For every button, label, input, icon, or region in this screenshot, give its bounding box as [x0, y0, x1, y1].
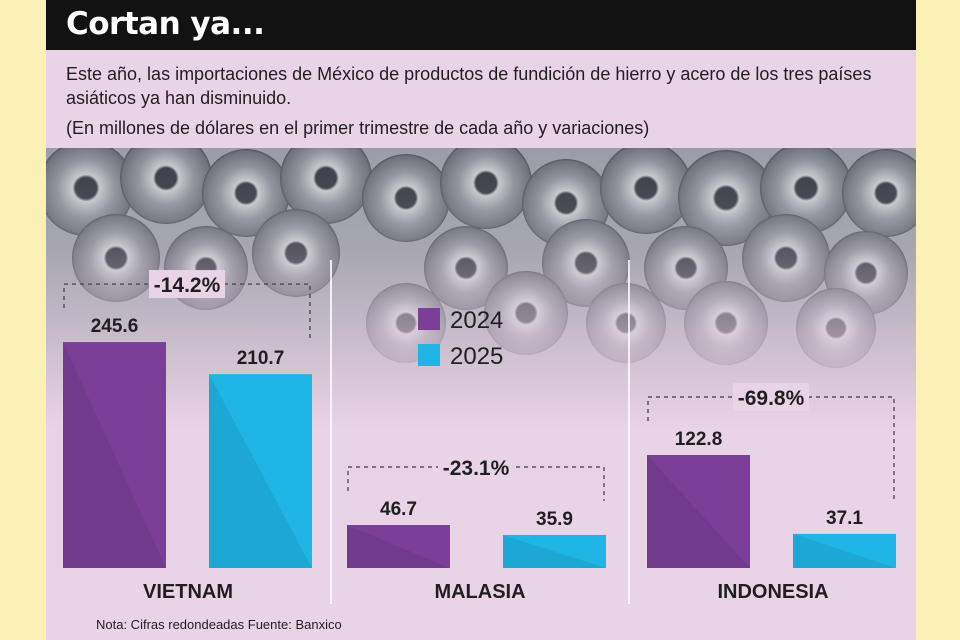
bar-shade	[63, 342, 166, 568]
panel-divider	[628, 260, 630, 604]
value-label: 210.7	[237, 348, 285, 369]
bar-shade	[209, 374, 312, 568]
value-label: 245.6	[91, 316, 139, 337]
value-label: 122.8	[675, 429, 723, 450]
bar-shade	[503, 534, 606, 568]
units-note: (En millones de dólares en el primer tri…	[66, 118, 650, 138]
legend: 2024 2025	[418, 307, 503, 370]
legend-swatch	[418, 344, 440, 366]
variation-label-bg	[149, 270, 225, 299]
panel-divider	[330, 260, 332, 604]
category-panel	[46, 568, 330, 604]
variation-label: -69.8%	[738, 387, 805, 410]
bar-2025	[503, 534, 606, 568]
value-label: 35.9	[536, 509, 573, 530]
legend-swatch	[418, 308, 440, 330]
infographic-card: Cortan ya... Este año, las importaciones…	[46, 0, 916, 640]
legend-label: 2024	[450, 307, 503, 334]
category-label: MALASIA	[434, 581, 525, 603]
variation-label-bg	[733, 383, 809, 412]
footnote: Nota: Cifras redondeadas Fuente: Banxico	[96, 617, 342, 632]
chart-title: Cortan ya...	[66, 6, 265, 42]
category-label: INDONESIA	[717, 581, 828, 603]
bar-2025	[209, 374, 312, 568]
variation-label: -23.1%	[443, 457, 510, 480]
value-label: 46.7	[380, 499, 417, 520]
category-label: VIETNAM	[143, 581, 233, 603]
variation-label-bg	[438, 453, 514, 482]
bar-shade	[647, 455, 750, 568]
category-panel	[332, 568, 628, 604]
chart-subtitle: Este año, las importaciones de México de…	[66, 64, 872, 108]
bar-2024	[647, 455, 750, 568]
bar-2025	[793, 533, 896, 568]
category-panel	[630, 568, 916, 604]
bar-shade	[347, 525, 450, 568]
bar-shade	[793, 533, 896, 568]
legend-label: 2025	[450, 343, 503, 370]
value-label: 37.1	[826, 508, 863, 529]
title-bar: Cortan ya...	[46, 0, 916, 50]
variation-label: -14.2%	[154, 274, 221, 297]
bar-2024	[347, 525, 450, 568]
bar-2024	[63, 342, 166, 568]
